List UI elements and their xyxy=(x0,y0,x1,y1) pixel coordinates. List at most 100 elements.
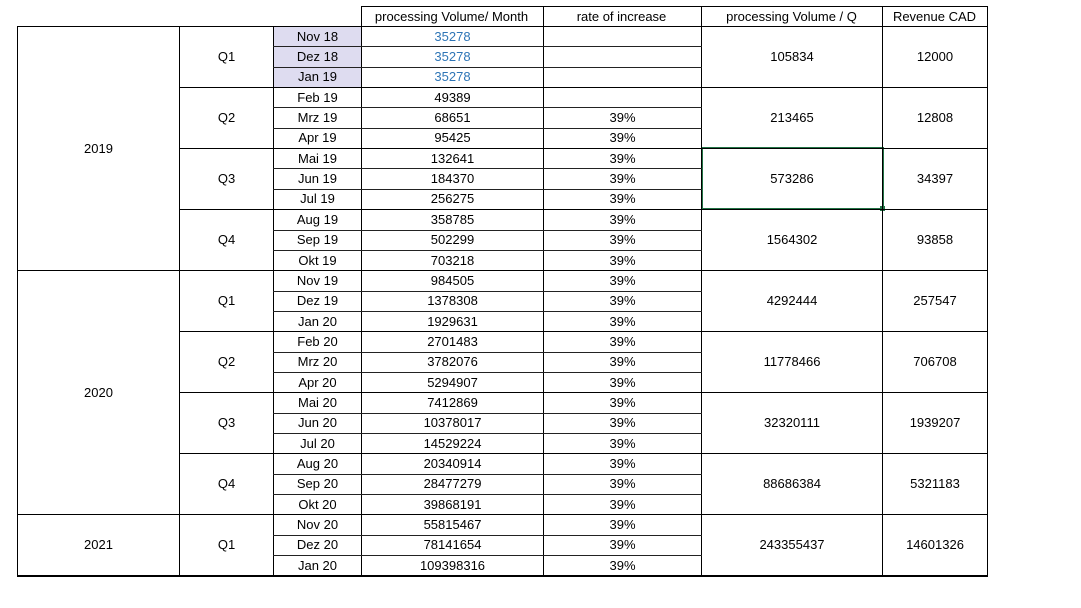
month-cell[interactable]: Apr 19 xyxy=(298,130,337,146)
rate-cell[interactable] xyxy=(544,46,701,66)
month-cell[interactable]: Feb 19 xyxy=(297,89,338,105)
rate-cell[interactable]: 39% xyxy=(609,150,636,166)
month-cell[interactable]: Dez 18 xyxy=(274,46,361,67)
month-cell[interactable]: Mrz 19 xyxy=(297,110,338,126)
monthly-volume-cell[interactable]: 14529224 xyxy=(423,435,482,451)
rate-cell[interactable]: 39% xyxy=(609,272,636,288)
header-rate-of-increase[interactable]: rate of increase xyxy=(576,8,667,24)
rate-cell[interactable] xyxy=(544,26,701,46)
monthly-volume-cell[interactable]: 78141654 xyxy=(423,537,482,553)
header-revenue-cad[interactable]: Revenue CAD xyxy=(892,8,977,24)
rate-cell[interactable]: 39% xyxy=(609,171,636,187)
quarterly-volume-cell[interactable]: 11778466 xyxy=(763,354,821,370)
monthly-volume-cell[interactable]: 35278 xyxy=(434,49,471,65)
monthly-volume-cell[interactable]: 5294907 xyxy=(427,374,478,390)
month-cell[interactable]: Jan 20 xyxy=(297,313,338,329)
quarterly-volume-cell[interactable]: 88686384 xyxy=(763,476,821,492)
month-cell[interactable]: Sep 19 xyxy=(296,232,339,248)
rate-cell[interactable]: 39% xyxy=(609,232,636,248)
month-cell[interactable]: Dez 19 xyxy=(296,293,339,309)
month-cell[interactable]: Jul 19 xyxy=(300,191,335,207)
rate-cell[interactable]: 39% xyxy=(609,354,636,370)
month-cell[interactable]: Mai 20 xyxy=(297,394,338,410)
monthly-volume-cell[interactable]: 132641 xyxy=(430,150,475,166)
month-cell[interactable]: Mai 19 xyxy=(297,150,338,166)
monthly-volume-cell[interactable]: 184370 xyxy=(430,171,475,187)
monthly-volume-cell[interactable]: 7412869 xyxy=(427,394,478,410)
rate-cell[interactable]: 39% xyxy=(609,130,636,146)
revenue-cell[interactable]: 12808 xyxy=(916,110,954,126)
month-cell[interactable]: Aug 19 xyxy=(296,211,339,227)
quarter-cell[interactable]: Q2 xyxy=(217,110,236,126)
rate-cell[interactable]: 39% xyxy=(609,557,636,573)
rate-cell[interactable] xyxy=(544,67,701,87)
rate-cell[interactable]: 39% xyxy=(609,415,636,431)
monthly-volume-cell[interactable]: 502299 xyxy=(430,232,475,248)
revenue-cell[interactable]: 14601326 xyxy=(906,537,964,553)
monthly-volume-cell[interactable]: 55815467 xyxy=(423,517,482,533)
revenue-cell[interactable]: 12000 xyxy=(916,49,954,65)
header-monthly-volume[interactable]: processing Volume/ Month xyxy=(374,8,529,24)
rate-cell[interactable]: 39% xyxy=(609,456,636,472)
quarter-cell[interactable]: Q1 xyxy=(217,49,236,65)
month-cell[interactable]: Okt 20 xyxy=(298,496,337,512)
quarterly-volume-cell[interactable]: 213465 xyxy=(770,110,814,126)
rate-cell[interactable] xyxy=(544,87,701,107)
rate-cell[interactable]: 39% xyxy=(609,333,636,349)
quarterly-volume-cell[interactable]: 243355437 xyxy=(759,537,825,553)
revenue-cell[interactable]: 5321183 xyxy=(910,476,960,492)
monthly-volume-cell[interactable]: 68651 xyxy=(434,110,471,126)
monthly-volume-cell[interactable]: 10378017 xyxy=(423,415,482,431)
revenue-cell[interactable]: 34397 xyxy=(916,171,954,187)
monthly-volume-cell[interactable]: 2701483 xyxy=(427,333,478,349)
rate-cell[interactable]: 39% xyxy=(609,476,636,492)
monthly-volume-cell[interactable]: 39868191 xyxy=(423,496,482,512)
month-cell[interactable]: Sep 20 xyxy=(296,476,339,492)
month-cell[interactable]: Okt 19 xyxy=(298,252,337,268)
month-cell[interactable]: Jun 20 xyxy=(297,415,338,431)
monthly-volume-cell[interactable]: 256275 xyxy=(430,191,475,207)
monthly-volume-cell[interactable]: 984505 xyxy=(430,272,475,288)
quarterly-volume-cell[interactable]: 4292444 xyxy=(766,293,818,309)
rate-cell[interactable]: 39% xyxy=(609,252,636,268)
month-cell[interactable]: Feb 20 xyxy=(297,333,338,349)
revenue-cell[interactable]: 706708 xyxy=(913,354,957,370)
rate-cell[interactable]: 39% xyxy=(609,110,636,126)
rate-cell[interactable]: 39% xyxy=(609,435,636,451)
month-cell[interactable]: Mrz 20 xyxy=(297,354,338,370)
quarter-cell[interactable]: Q4 xyxy=(217,232,236,248)
monthly-volume-cell[interactable]: 1378308 xyxy=(427,293,478,309)
year-cell[interactable]: 2019 xyxy=(84,140,113,156)
revenue-cell[interactable]: 257547 xyxy=(913,293,957,309)
rate-cell[interactable]: 39% xyxy=(609,496,636,512)
rate-cell[interactable]: 39% xyxy=(609,191,636,207)
monthly-volume-cell[interactable]: 358785 xyxy=(430,211,475,227)
month-cell[interactable]: Jun 19 xyxy=(297,171,338,187)
month-cell[interactable]: Jan 19 xyxy=(274,66,361,88)
month-cell[interactable]: Nov 20 xyxy=(296,517,339,533)
monthly-volume-cell[interactable]: 28477279 xyxy=(423,476,482,492)
month-cell[interactable]: Nov 18 xyxy=(274,26,361,47)
monthly-volume-cell[interactable]: 703218 xyxy=(430,252,475,268)
revenue-cell[interactable]: 1939207 xyxy=(909,415,961,431)
month-cell[interactable]: Jul 20 xyxy=(300,435,335,451)
rate-cell[interactable]: 39% xyxy=(609,313,636,329)
quarter-cell[interactable]: Q1 xyxy=(217,293,236,309)
quarter-cell[interactable]: Q4 xyxy=(217,476,236,492)
monthly-volume-cell[interactable]: 49389 xyxy=(434,89,471,105)
monthly-volume-cell[interactable]: 35278 xyxy=(434,28,471,44)
month-cell[interactable]: Apr 20 xyxy=(298,374,337,390)
month-cell[interactable]: Aug 20 xyxy=(296,456,339,472)
rate-cell[interactable]: 39% xyxy=(609,211,636,227)
quarter-cell[interactable]: Q1 xyxy=(217,537,236,553)
quarter-cell[interactable]: Q2 xyxy=(217,354,236,370)
monthly-volume-cell[interactable]: 20340914 xyxy=(423,456,482,472)
revenue-cell[interactable]: 93858 xyxy=(916,232,954,248)
rate-cell[interactable]: 39% xyxy=(609,537,636,553)
rate-cell[interactable]: 39% xyxy=(609,517,636,533)
monthly-volume-cell[interactable]: 1929631 xyxy=(427,313,478,329)
quarterly-volume-cell[interactable]: 32320111 xyxy=(764,415,820,431)
month-cell[interactable]: Jan 20 xyxy=(297,557,338,573)
month-cell[interactable]: Dez 20 xyxy=(296,537,339,553)
monthly-volume-cell[interactable]: 35278 xyxy=(434,69,471,85)
